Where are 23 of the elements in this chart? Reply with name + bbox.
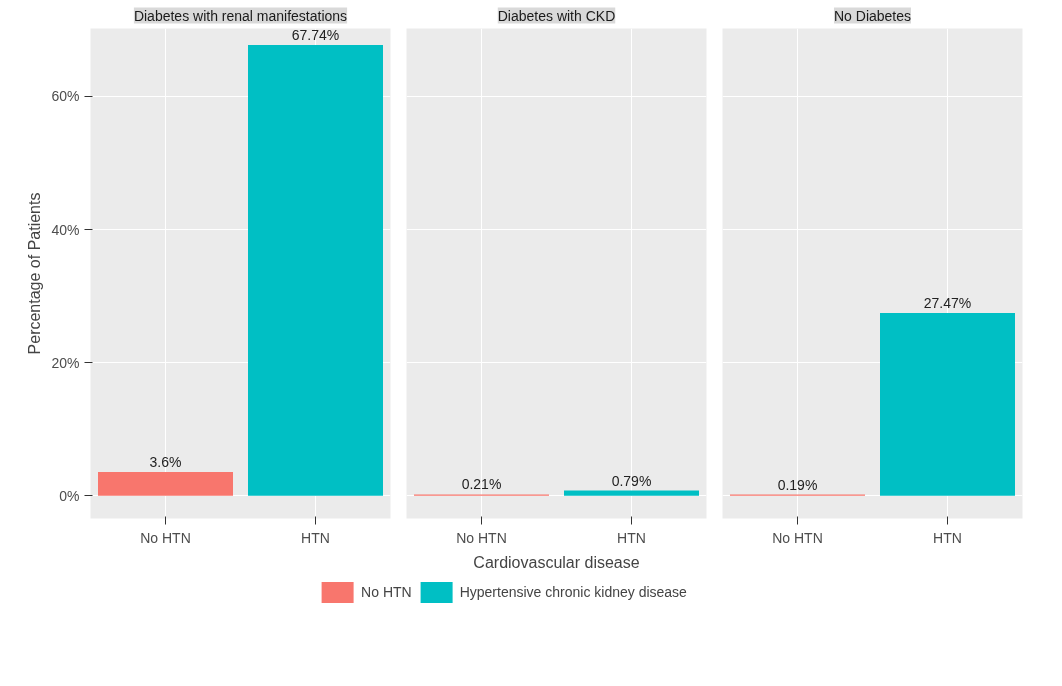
x-tick-label: HTN: [617, 529, 646, 546]
x-tick-label: HTN: [301, 529, 330, 546]
x-axis-title: Cardiovascular disease: [473, 553, 640, 571]
data-label: 3.6%: [149, 453, 182, 470]
data-label: 67.74%: [291, 26, 340, 43]
data-label: 0.79%: [611, 472, 652, 489]
y-tick-label: 60%: [51, 88, 80, 105]
y-tick-label: 40%: [51, 221, 80, 238]
chart-title: Diabetes with CKD: [497, 7, 616, 24]
legend-label: No HTN: [361, 584, 412, 600]
y-axis-title: Percentage of Patients: [26, 192, 44, 355]
legend-label: Hypertensive chronic kidney disease: [459, 584, 687, 600]
data-label: 0.19%: [777, 476, 818, 493]
chart-title: Diabetes with renal manifestations: [133, 7, 348, 24]
x-tick-label: HTN: [933, 529, 962, 546]
data-label: 0.21%: [461, 476, 502, 493]
y-tick-label: 20%: [51, 354, 80, 371]
x-tick-label: No HTN: [772, 529, 823, 546]
chart-title: No Diabetes: [833, 7, 912, 24]
x-tick-label: No HTN: [456, 529, 507, 546]
x-tick-label: No HTN: [140, 529, 191, 546]
y-tick-label: 0%: [59, 487, 80, 504]
data-label: 27.47%: [923, 294, 972, 311]
